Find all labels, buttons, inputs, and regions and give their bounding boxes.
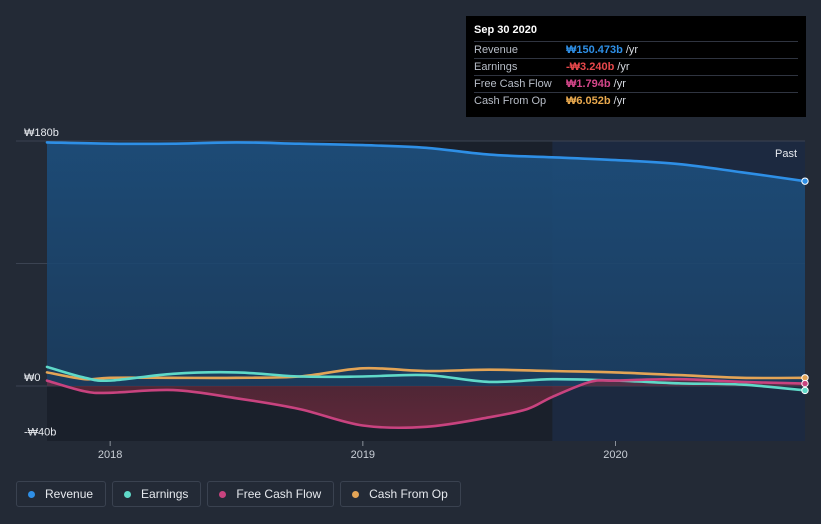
legend-dot-icon bbox=[124, 490, 132, 498]
legend: Revenue Earnings Free Cash Flow Cash From O… bbox=[16, 481, 461, 507]
tooltip-row-unit: /yr bbox=[613, 78, 626, 90]
tooltip-row-name: Revenue bbox=[474, 44, 519, 56]
cash-from-op-line bbox=[45, 366, 807, 381]
series-areas bbox=[47, 142, 805, 428]
x-axis: 2018 2019 2020 bbox=[98, 441, 628, 461]
legend-item-cash-from-op[interactable]: Cash From Op bbox=[340, 481, 461, 507]
tooltip-rows: Revenue ₩150.473b/yr Earnings -₩3.240b/yr Fr… bbox=[474, 41, 798, 109]
y-tick-label: -₩40b bbox=[24, 426, 56, 438]
free-cash-flow-area bbox=[47, 379, 805, 428]
revenue-line bbox=[45, 141, 807, 183]
legend-item-earnings[interactable]: Earnings bbox=[112, 481, 202, 507]
past-label: Past bbox=[775, 148, 797, 160]
earnings-line bbox=[45, 365, 807, 392]
tooltip-row-cash-from-op: Cash From Op ₩6.052b/yr bbox=[474, 92, 798, 109]
tooltip: Sep 30 2020 Revenue ₩150.473b/yr Earnings -… bbox=[466, 16, 806, 117]
legend-item-label: Free Cash Flow bbox=[236, 487, 322, 501]
tooltip-row-name: Cash From Op bbox=[474, 95, 547, 107]
revenue-endpoint[interactable] bbox=[801, 177, 809, 185]
tooltip-row-unit: /yr bbox=[613, 95, 626, 107]
legend-item-revenue[interactable]: Revenue bbox=[16, 481, 107, 507]
y-tick-label: ₩180b bbox=[24, 127, 59, 139]
legend-item-label: Revenue bbox=[45, 487, 94, 501]
earnings-endpoint[interactable] bbox=[801, 386, 809, 395]
legend-item-label: Earnings bbox=[141, 487, 189, 501]
tooltip-row-name: Free Cash Flow bbox=[474, 78, 552, 90]
tooltip-row-name: Earnings bbox=[474, 61, 518, 73]
tooltip-row-earnings: Earnings -₩3.240b/yr bbox=[474, 58, 798, 75]
tooltip-row-unit: /yr bbox=[617, 61, 630, 73]
x-tick-label: 2020 bbox=[603, 449, 627, 461]
tooltip-row-value: ₩6.052b bbox=[566, 95, 611, 107]
tooltip-row-unit: /yr bbox=[625, 44, 639, 56]
tooltip-row-revenue: Revenue ₩150.473b/yr bbox=[474, 41, 798, 58]
legend-item-free-cash-flow[interactable]: Free Cash Flow bbox=[207, 481, 335, 507]
free-cash-flow-line bbox=[45, 377, 807, 430]
revenue-area bbox=[47, 142, 805, 386]
legend-item-label: Cash From Op bbox=[369, 487, 448, 501]
series-lines bbox=[45, 141, 807, 430]
y-axis: ₩180b ₩0 -₩40b bbox=[24, 127, 59, 438]
series-endpoints bbox=[801, 177, 809, 395]
tooltip-row-value: ₩1.794b bbox=[566, 78, 611, 90]
tooltip-row-free-cash-flow: Free Cash Flow ₩1.794b/yr bbox=[474, 75, 798, 92]
tooltip-date: Sep 30 2020 bbox=[474, 24, 537, 36]
tooltip-row-value: ₩150.473b bbox=[566, 44, 623, 56]
free-cash-flow-endpoint[interactable] bbox=[801, 379, 809, 388]
y-tick-label: ₩0 bbox=[24, 372, 41, 384]
legend-dot-icon bbox=[28, 490, 35, 498]
legend-dot-icon bbox=[352, 490, 360, 498]
x-tick-label: 2019 bbox=[351, 449, 375, 461]
legend-dot-icon bbox=[219, 490, 227, 498]
x-tick-label: 2018 bbox=[98, 449, 122, 461]
tooltip-row-value: -₩3.240b bbox=[566, 61, 615, 73]
